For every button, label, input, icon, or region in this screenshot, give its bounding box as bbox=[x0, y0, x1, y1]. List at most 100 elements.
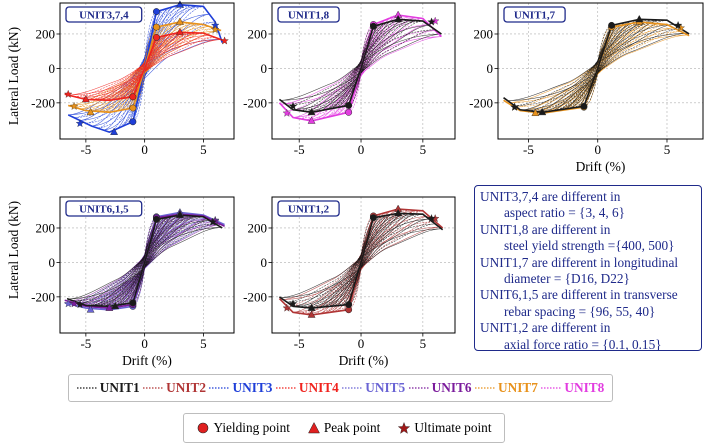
chart-panel: -5 0 5 -200 0 200 UNIT3,7,4 bbox=[31, 0, 235, 157]
legend-line-swatch bbox=[76, 387, 97, 389]
ultimate-point-marker bbox=[63, 89, 73, 98]
panel-title-frame bbox=[277, 200, 340, 217]
y-tick-label: 0 bbox=[49, 255, 56, 270]
panel-title-badge: UNIT1,7 bbox=[503, 6, 566, 23]
circle-icon bbox=[198, 422, 209, 434]
y-tick-label: 0 bbox=[261, 255, 268, 270]
panel-title-badge: UNIT6,1,5 bbox=[65, 200, 143, 217]
panel-frame bbox=[59, 2, 235, 140]
legend-line-swatch bbox=[342, 387, 363, 389]
panel-title: UNIT1,8 bbox=[288, 10, 330, 22]
legend-label: UNIT7 bbox=[497, 380, 538, 395]
chart-panel: -5 0 5 -200 0 200 UNIT1,7 Drift (%) bbox=[469, 2, 704, 174]
x-tick-label: -5 bbox=[523, 142, 534, 157]
peak-point-marker bbox=[81, 94, 90, 103]
yielding-point-marker bbox=[129, 93, 137, 101]
yielding-point-marker bbox=[345, 108, 353, 116]
marker-label: Peak point bbox=[323, 420, 381, 435]
panel-frame bbox=[497, 2, 704, 140]
legend-item-unit1: UNIT1 bbox=[76, 380, 140, 396]
yielding-point-marker bbox=[369, 214, 377, 222]
note-detail: diameter = {D16, D22} bbox=[504, 271, 630, 287]
yielding-point-marker bbox=[345, 301, 353, 309]
legend-marker-triangle: Peak point bbox=[307, 420, 381, 436]
y-tick-label: -200 bbox=[31, 95, 55, 110]
ultimate-point-marker bbox=[282, 108, 291, 117]
panel-title: UNIT1,7 bbox=[514, 10, 556, 22]
ultimate-point-marker bbox=[427, 214, 436, 223]
legend-line-swatch bbox=[474, 387, 495, 389]
peak-point-marker bbox=[635, 14, 644, 23]
panel-title-frame bbox=[277, 6, 340, 23]
y-tick-label: 0 bbox=[261, 61, 268, 76]
y-tick-label: -200 bbox=[31, 289, 55, 304]
legend-item-unit4: UNIT4 bbox=[275, 380, 339, 396]
ultimate-point-marker bbox=[75, 300, 85, 309]
peak-point-marker bbox=[111, 301, 120, 310]
unit-legend: UNIT1 UNIT2 UNIT3 UNIT4 UNIT5 UNIT6 UNIT7 UNIT8 bbox=[68, 374, 613, 402]
ultimate-point-marker bbox=[220, 36, 229, 45]
peak-point-marker bbox=[307, 107, 316, 116]
panel-frame bbox=[271, 196, 456, 334]
ultimate-point-marker bbox=[510, 102, 519, 111]
x-tick-label: -5 bbox=[294, 142, 305, 157]
marker-shape bbox=[307, 421, 320, 434]
x-tick-label: 0 bbox=[358, 142, 365, 157]
legend-marker-circle: Yielding point bbox=[196, 420, 290, 436]
yielding-point-marker bbox=[369, 22, 377, 30]
yielding-point-marker bbox=[129, 118, 137, 126]
marker-label: Yielding point bbox=[213, 420, 290, 435]
envelope-unit1 bbox=[278, 212, 444, 309]
peak-point-marker bbox=[110, 127, 119, 135]
note-head: UNIT6,1,5 are different in transverse bbox=[480, 287, 678, 303]
legend-label: UNIT6 bbox=[431, 380, 472, 395]
ultimate-point-marker bbox=[288, 101, 298, 110]
triangle-icon bbox=[307, 421, 320, 434]
panel-frame bbox=[59, 196, 235, 334]
yielding-point-marker bbox=[345, 101, 353, 109]
legend-item-unit5: UNIT5 bbox=[342, 380, 405, 396]
ultimate-point-marker bbox=[208, 217, 217, 226]
hysteresis-loop-unit1 bbox=[97, 215, 192, 307]
unit-differences-note: UNIT3,7,4 are different in aspect ratio … bbox=[474, 185, 702, 352]
note-detail: steel yield strength ={400, 500} bbox=[504, 238, 675, 254]
peak-point-marker bbox=[394, 14, 403, 23]
panel-title-frame bbox=[65, 6, 143, 23]
legend-line-swatch bbox=[209, 387, 230, 389]
envelope-unit1 bbox=[278, 18, 442, 114]
x-tick-label: 5 bbox=[200, 142, 207, 157]
legend-line-swatch bbox=[275, 387, 296, 389]
panel-title: UNIT1,2 bbox=[288, 204, 330, 216]
yielding-point-marker bbox=[129, 299, 137, 307]
panel-title: UNIT3,7,4 bbox=[79, 10, 129, 22]
x-tick-label: -5 bbox=[80, 142, 91, 157]
x-tick-label: -5 bbox=[80, 336, 91, 351]
hysteresis-loop-unit8 bbox=[299, 18, 423, 119]
panel-title-frame bbox=[503, 6, 566, 23]
panel-title-badge: UNIT3,7,4 bbox=[65, 6, 143, 23]
chart-panel: -5 0 5 -200 0 200 UNIT6,1,5 Drift (%) bbox=[31, 196, 235, 368]
note-head: UNIT3,7,4 are different in bbox=[480, 189, 621, 204]
ultimate-point-marker bbox=[427, 17, 436, 26]
peak-point-marker bbox=[175, 0, 184, 8]
hysteresis-figure: Lateral Load (kN) Lateral Load (kN) -5 0 5… bbox=[6, 0, 704, 368]
ultimate-point-marker bbox=[210, 25, 220, 34]
y-tick-label: 0 bbox=[49, 61, 56, 76]
legend-label: UNIT4 bbox=[298, 380, 339, 395]
note-head: UNIT1,2 are different in bbox=[480, 320, 611, 336]
x-tick-label: 5 bbox=[420, 142, 427, 157]
peak-point-marker bbox=[307, 116, 316, 124]
y-tick-label: 0 bbox=[487, 61, 494, 76]
note-detail: axial force ratio = {0.1, 0.15} bbox=[504, 336, 662, 352]
x-tick-label: 0 bbox=[358, 336, 365, 351]
legend-label: UNIT3 bbox=[232, 380, 273, 395]
peak-point-marker bbox=[307, 303, 316, 311]
x-axis-label: Drift (%) bbox=[576, 159, 626, 174]
yielding-point-marker bbox=[152, 8, 160, 16]
yielding-point-marker bbox=[608, 21, 616, 29]
legend-line-swatch bbox=[541, 387, 562, 389]
y-tick-label: 200 bbox=[36, 220, 56, 235]
envelope-unit1 bbox=[66, 214, 223, 308]
legend-item-unit3: UNIT3 bbox=[209, 380, 272, 396]
legend-marker-star: Ultimate point bbox=[397, 420, 492, 436]
